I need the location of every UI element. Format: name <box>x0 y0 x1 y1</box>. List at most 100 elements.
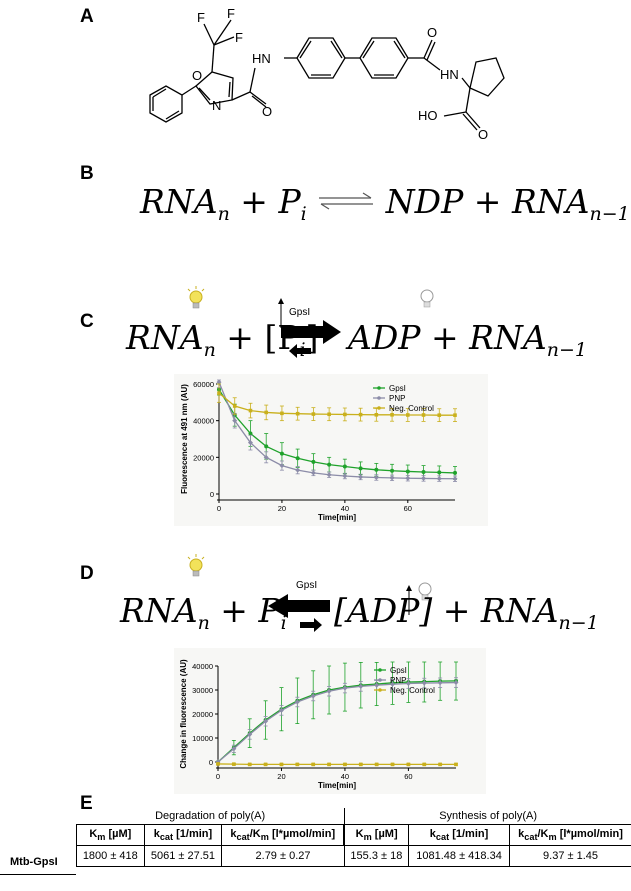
data-point <box>311 412 316 416</box>
kinetics-table: Degradation of poly(A) Synthesis of poly… <box>76 808 631 867</box>
cell-value: 155.3 ± 18 <box>343 845 410 867</box>
x-axis-label: Time[min] <box>318 513 356 522</box>
x-tick-label: 20 <box>277 772 285 781</box>
data-point <box>422 762 427 767</box>
data-point <box>374 467 379 472</box>
table-row: 1800 ± 418 5061 ± 27.51 2.79 ± 0.27 155.… <box>76 845 631 867</box>
legend-label: GpsI <box>390 666 407 675</box>
data-point <box>295 467 301 473</box>
panel-label-c: C <box>80 311 94 332</box>
atom-f1: F <box>197 10 205 25</box>
data-point <box>263 762 268 767</box>
atom-f2: F <box>227 6 235 21</box>
data-point <box>326 688 332 694</box>
y-tick-label: 10000 <box>192 734 213 743</box>
data-point <box>280 411 284 416</box>
column-header: kcat/Km [l*µmol/min] <box>221 824 345 846</box>
lightbulb-on-icon <box>187 286 205 309</box>
legend-marker <box>378 688 382 692</box>
equilibrium-arrows-icon <box>319 192 374 210</box>
data-point <box>294 699 300 705</box>
data-point <box>405 475 411 481</box>
data-point <box>406 413 410 417</box>
row-label: Mtb-GpsI <box>10 856 58 868</box>
atom-o-acid: O <box>478 127 488 140</box>
data-point <box>310 693 316 699</box>
column-header: kcat [1/min] <box>143 824 223 846</box>
y-tick-label: 0 <box>209 758 213 767</box>
panel-label-d: D <box>80 563 94 584</box>
data-point <box>216 379 222 385</box>
cell-value: 1081.48 ± 418.34 <box>408 845 511 867</box>
data-point <box>358 683 364 689</box>
data-point <box>247 440 253 446</box>
data-point <box>247 762 252 767</box>
data-point <box>389 475 395 481</box>
data-point <box>311 762 315 767</box>
atom-hn-left: HN <box>252 51 271 66</box>
atom-o-amide-left: O <box>262 104 272 119</box>
cell-value: 5061 ± 27.51 <box>143 845 223 867</box>
group-header-degradation: Degradation of poly(A) <box>155 810 266 822</box>
x-tick-label: 40 <box>341 772 349 781</box>
data-point <box>390 762 395 767</box>
lightbulb-off-icon <box>418 582 432 601</box>
data-point <box>421 413 426 417</box>
data-point <box>310 470 316 476</box>
data-point <box>279 762 284 767</box>
data-point <box>437 413 442 417</box>
forward-reaction-arrow-icon <box>281 320 341 358</box>
legend-marker <box>377 386 381 390</box>
data-point <box>436 476 442 482</box>
data-point <box>342 685 348 691</box>
column-header: kcat [1/min] <box>408 824 511 846</box>
data-point <box>452 476 458 482</box>
data-point <box>232 404 237 408</box>
legend-label: Neg. Control <box>389 404 434 413</box>
x-tick-label: 0 <box>217 504 221 513</box>
cell-value: 1800 ± 418 <box>76 845 145 867</box>
lightbulb-off-icon <box>420 289 434 308</box>
x-tick-label: 40 <box>341 504 349 513</box>
data-point <box>405 681 411 687</box>
equation-d-rhs: [ADP] + RNAn−1 <box>334 591 599 634</box>
data-point <box>326 472 332 478</box>
data-point <box>390 468 395 473</box>
reverse-reaction-arrow-icon <box>268 594 330 632</box>
series-line <box>218 381 456 480</box>
cell-value: 9.37 ± 1.45 <box>509 845 631 867</box>
data-point <box>359 762 363 767</box>
data-point <box>437 680 443 686</box>
x-axis-label: Time[min] <box>318 781 356 790</box>
y-tick-label: 30000 <box>192 686 213 695</box>
x-tick-label: 20 <box>278 504 286 513</box>
data-point <box>295 456 300 461</box>
data-point <box>216 762 220 766</box>
legend-marker <box>378 668 382 672</box>
group-header-synthesis: Synthesis of poly(A) <box>343 808 631 825</box>
data-point <box>421 475 427 481</box>
data-point <box>374 413 379 417</box>
column-header: Km [µM] <box>76 824 145 846</box>
y-tick-label: 0 <box>210 490 214 499</box>
x-tick-label: 0 <box>216 772 220 781</box>
x-tick-label: 60 <box>404 504 412 513</box>
data-point <box>264 444 269 449</box>
data-point <box>453 413 457 417</box>
data-point <box>311 459 316 464</box>
y-tick-label: 20000 <box>193 453 214 462</box>
row-label-underline <box>0 874 76 875</box>
data-point <box>342 473 348 479</box>
lightbulb-on-icon <box>187 554 205 577</box>
data-point <box>295 411 300 416</box>
legend-marker <box>377 396 381 400</box>
data-point <box>405 469 410 474</box>
data-point <box>374 762 379 767</box>
data-point <box>343 762 347 767</box>
series-line <box>217 681 457 763</box>
data-point <box>217 391 221 395</box>
atom-n-ring: N <box>212 98 221 113</box>
y-tick-label: 60000 <box>193 380 214 389</box>
chart-d-background <box>174 648 486 794</box>
legend-marker <box>377 406 381 410</box>
